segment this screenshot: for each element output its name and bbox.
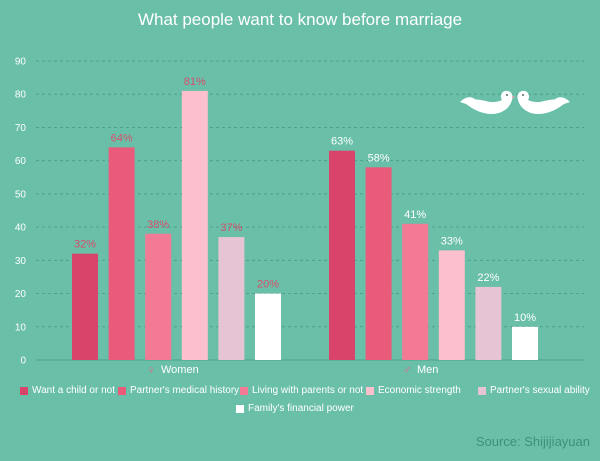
male-symbol-icon: ♂ <box>403 363 412 377</box>
bar <box>438 250 465 360</box>
bar <box>218 237 245 360</box>
y-tick-label: 50 <box>15 189 27 200</box>
legend-label: Partner's medical history <box>130 385 240 396</box>
legend-item: Want a child or not <box>20 385 115 396</box>
data-label: 22% <box>477 272 499 284</box>
legend-swatch <box>118 386 126 395</box>
category-label: Men <box>417 364 438 376</box>
data-label: 10% <box>514 312 536 324</box>
bar <box>365 167 392 360</box>
legend-item: Family's financial power <box>236 403 354 414</box>
bar <box>475 286 502 360</box>
bar-chart: 0 10 20 30 40 50 60 70 80 90 32% 64% 38% 81% 37% 20% 63%… <box>15 57 584 377</box>
bar <box>145 233 172 360</box>
y-tick-label: 30 <box>15 256 27 267</box>
y-tick-label: 20 <box>15 289 27 300</box>
female-symbol-icon: ♀ <box>147 363 156 377</box>
bar <box>108 147 135 360</box>
y-tick-label: 40 <box>15 223 27 234</box>
data-label: 41% <box>404 209 426 221</box>
legend-label: Living with parents or not <box>252 385 364 396</box>
legend-item: Economic strength <box>366 385 461 396</box>
legend-item: Living with parents or not <box>240 385 363 396</box>
legend-label: Economic strength <box>378 385 461 396</box>
data-label: 32% <box>74 239 96 251</box>
legend-label: Family's financial power <box>248 403 354 414</box>
birds-icon <box>460 90 570 114</box>
legend-label: Want a child or not <box>32 385 116 396</box>
y-tick-label: 60 <box>15 156 27 167</box>
right-bird-icon <box>517 90 570 114</box>
legend-swatch <box>240 386 248 395</box>
category-label: Women <box>161 364 199 376</box>
data-label: 33% <box>441 235 463 247</box>
legend-item: Partner's medical history <box>118 385 239 396</box>
bar <box>512 326 538 360</box>
legend-swatch <box>236 404 244 413</box>
chart-title: What people want to know before marriage <box>137 10 463 29</box>
bar <box>255 293 281 360</box>
y-tick-label: 70 <box>15 123 27 134</box>
legend-swatch <box>20 386 28 395</box>
y-tick-label: 0 <box>20 356 26 367</box>
data-label: 64% <box>111 132 133 144</box>
data-label: 63% <box>331 136 353 148</box>
bar <box>181 90 208 361</box>
legend-swatch <box>366 386 374 395</box>
left-bird-icon <box>460 90 516 114</box>
legend-item: Partner's sexual ability <box>478 385 590 396</box>
legend-label: Partner's sexual ability <box>490 385 590 396</box>
y-tick-label: 90 <box>15 57 27 68</box>
data-label: 37% <box>220 222 242 234</box>
data-label: 58% <box>368 152 390 164</box>
data-label: 38% <box>147 219 169 231</box>
y-tick-label: 80 <box>15 90 27 101</box>
bar <box>72 253 98 360</box>
bar <box>329 150 355 360</box>
y-tick-label: 10 <box>15 322 27 333</box>
bar <box>402 223 429 360</box>
legend-swatch <box>478 386 486 395</box>
data-label: 20% <box>257 279 279 291</box>
source-note: Source: Shijijiayuan <box>475 434 590 449</box>
data-label: 81% <box>184 76 206 88</box>
